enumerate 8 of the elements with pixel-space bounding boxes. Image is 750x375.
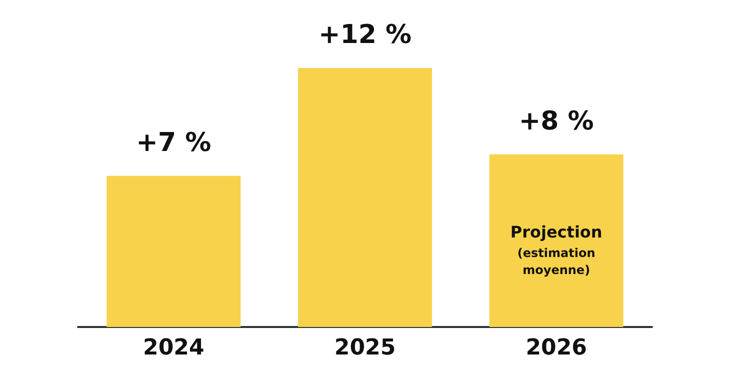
data-label: +7 % — [136, 128, 212, 158]
x-tick-label: 2024 — [143, 336, 204, 360]
annotation: Projection — [510, 222, 602, 242]
x-tick-label: 2025 — [334, 336, 396, 360]
data-label: +12 % — [318, 20, 412, 50]
annotation: (estimation moyenne) — [517, 246, 596, 277]
x-tick-label: 2026 — [526, 336, 587, 360]
data-label: +8 % — [518, 106, 594, 136]
